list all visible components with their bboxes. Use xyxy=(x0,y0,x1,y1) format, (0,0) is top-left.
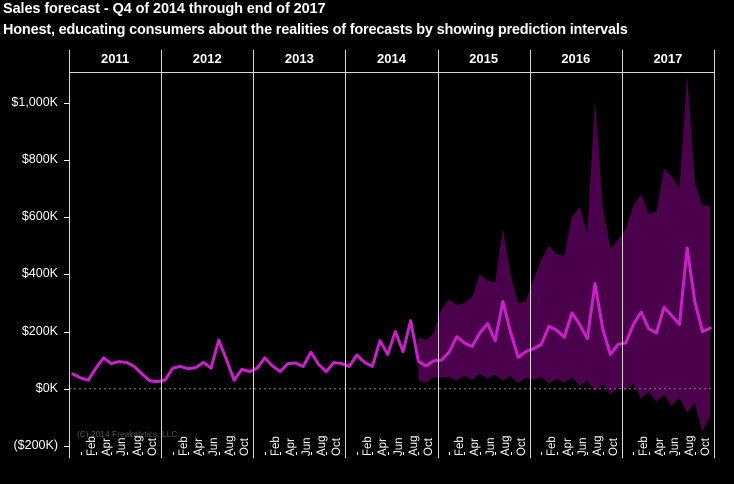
x-axis-tick xyxy=(510,452,512,455)
sales-line xyxy=(71,246,712,384)
year-header-2017: 2017 xyxy=(653,51,683,66)
x-axis-tick xyxy=(141,452,143,455)
y-axis-tick xyxy=(64,388,69,390)
x-axis-label-2017-Oct: Oct xyxy=(699,438,712,456)
x-axis-tick xyxy=(602,452,604,455)
x-axis-tick xyxy=(571,452,573,455)
year-header-2013: 2013 xyxy=(284,51,314,66)
year-header-band: 2011 2012 2013 2014 2015 2016 2017 xyxy=(0,48,734,72)
y-axis-label: $0K xyxy=(35,380,58,395)
x-axis-tick xyxy=(111,452,113,455)
y-axis-label: ($200K) xyxy=(13,438,58,452)
forecast-chart xyxy=(69,74,714,432)
panel-separator xyxy=(253,50,254,458)
x-axis-tick xyxy=(664,452,666,455)
x-axis-label-2012-Oct: Oct xyxy=(239,438,252,456)
x-axis-tick xyxy=(218,452,220,455)
year-header-2015: 2015 xyxy=(469,51,499,66)
panel-separator xyxy=(345,50,346,458)
year-header-2011: 2011 xyxy=(100,51,130,66)
y-axis-label: $400K xyxy=(21,266,58,281)
y-axis-tick xyxy=(64,102,69,104)
chart-subtitle: Honest, educating consumers about the re… xyxy=(3,22,628,38)
prediction-interval-band xyxy=(418,74,711,432)
x-axis-tick xyxy=(541,452,543,455)
x-axis-tick xyxy=(326,452,328,455)
x-axis-tick xyxy=(295,452,297,455)
y-axis-tick xyxy=(64,217,69,219)
x-axis-tick xyxy=(694,452,696,455)
x-axis-tick xyxy=(80,452,82,455)
x-axis-label-2015-Oct: Oct xyxy=(515,438,528,456)
x-axis-label-2016-Oct: Oct xyxy=(607,438,620,456)
chart-title: Sales forecast - Q4 of 2014 through end … xyxy=(3,1,326,17)
x-axis-tick xyxy=(418,452,420,455)
panel-separator xyxy=(714,50,715,458)
x-axis-tick xyxy=(372,452,374,455)
y-axis-tick xyxy=(64,446,69,447)
x-axis-tick xyxy=(679,452,681,455)
x-axis-tick xyxy=(464,452,466,455)
y-axis-tick xyxy=(64,331,69,333)
x-axis-tick xyxy=(387,452,389,455)
year-header-2012: 2012 xyxy=(192,51,222,66)
panel-separator xyxy=(622,50,623,458)
x-axis-tick xyxy=(264,452,266,455)
year-header-2016: 2016 xyxy=(561,51,591,66)
x-axis-tick xyxy=(449,452,451,455)
y-axis-label: $600K xyxy=(21,209,58,224)
x-axis-tick xyxy=(587,452,589,455)
y-axis-tick xyxy=(64,159,69,161)
x-axis-tick xyxy=(556,452,558,455)
panel-separator xyxy=(438,50,439,458)
panel-separator xyxy=(69,50,70,458)
x-axis-tick xyxy=(633,452,635,455)
y-axis-tick xyxy=(64,274,69,276)
x-axis-tick xyxy=(203,452,205,455)
y-axis-label: $200K xyxy=(21,323,58,338)
panel-separator xyxy=(530,50,531,458)
x-axis-tick xyxy=(403,452,405,455)
x-axis-label-2011-Oct: Oct xyxy=(146,438,159,456)
y-axis-label: $800K xyxy=(21,151,58,166)
x-axis-tick xyxy=(126,452,128,455)
x-axis-tick xyxy=(95,452,97,455)
x-axis-tick xyxy=(648,452,650,455)
x-axis-tick xyxy=(172,452,174,455)
y-axis-label: $1,000K xyxy=(11,94,58,109)
x-axis-label-2014-Oct: Oct xyxy=(423,438,436,456)
x-axis-labels: Feb Apr Jun Aug Oct Feb Apr Jun Aug Oct Feb Apr Jun A… xyxy=(0,436,734,484)
copyright-notice: (C) 2014 Freakalytics, LLC xyxy=(77,430,178,439)
x-axis-tick xyxy=(234,452,236,455)
x-axis-label-2013-Oct: Oct xyxy=(331,438,344,456)
x-axis-tick xyxy=(188,452,190,455)
year-band-rule xyxy=(69,72,714,73)
plot-area xyxy=(69,74,714,446)
x-axis-tick xyxy=(280,452,282,455)
x-axis-tick xyxy=(310,452,312,455)
panel-separator xyxy=(161,50,162,458)
year-header-2014: 2014 xyxy=(377,51,406,66)
x-axis-tick xyxy=(356,452,358,455)
x-axis-tick xyxy=(495,452,497,455)
x-axis-tick xyxy=(479,452,481,455)
